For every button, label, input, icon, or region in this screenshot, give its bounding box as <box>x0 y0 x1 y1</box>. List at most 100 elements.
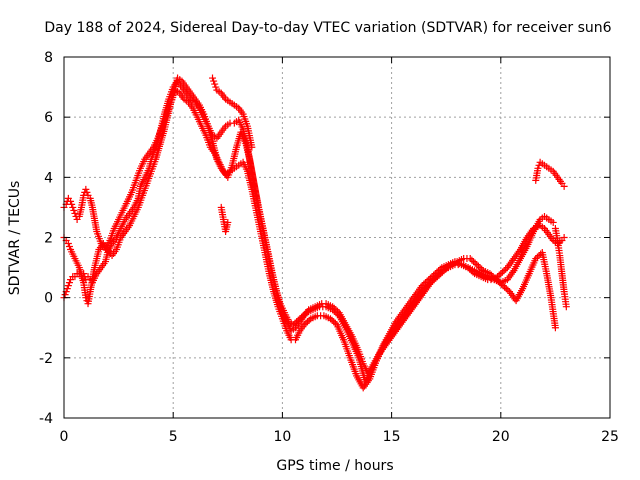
x-tick-label: 25 <box>601 429 619 445</box>
data-point <box>418 282 426 290</box>
data-point <box>500 267 508 275</box>
data-point <box>69 203 77 211</box>
data-point <box>334 310 342 318</box>
x-tick-label: 20 <box>492 429 510 445</box>
data-point <box>299 312 307 320</box>
data-point <box>476 264 484 272</box>
data-point <box>432 274 440 282</box>
series-track-4 <box>209 74 256 151</box>
x-axis-label: GPS time / hours <box>276 458 393 474</box>
data-point <box>210 77 218 85</box>
data-point <box>65 243 73 251</box>
y-tick-label: 8 <box>44 50 53 66</box>
data-point <box>294 316 302 324</box>
data-point <box>470 258 477 266</box>
data-point <box>70 206 78 214</box>
data-point <box>427 279 435 287</box>
y-tick-label: 0 <box>44 291 53 307</box>
data-point <box>494 277 502 285</box>
data-point <box>435 271 443 279</box>
data-point <box>496 279 504 287</box>
data-point <box>305 316 313 324</box>
y-tick-label: -2 <box>39 351 53 367</box>
y-tick-label: -4 <box>39 411 53 427</box>
data-point <box>304 318 312 326</box>
data-points <box>60 74 570 392</box>
x-tick-label: 10 <box>273 429 291 445</box>
data-point <box>534 164 542 172</box>
chart-title: Day 188 of 2024, Sidereal Day-to-day VTE… <box>44 20 611 36</box>
data-point <box>64 282 72 290</box>
data-point <box>445 262 453 270</box>
data-point <box>330 318 338 326</box>
data-point <box>211 80 219 88</box>
series-track-7 <box>551 224 570 311</box>
data-point <box>65 279 73 287</box>
data-point <box>562 303 570 311</box>
y-axis-label: SDTVAR / TECUs <box>7 181 23 296</box>
data-point <box>300 321 308 329</box>
data-point <box>302 319 310 327</box>
data-point <box>495 271 503 279</box>
data-point <box>489 273 497 281</box>
series-track-6 <box>532 158 568 190</box>
data-point <box>491 274 499 282</box>
y-tick-label: 6 <box>44 110 53 126</box>
data-point <box>501 283 509 291</box>
axis-ticks: 0 5 10 15 20 25 -4 -2 0 2 4 6 8 <box>39 50 619 445</box>
data-point <box>68 200 76 208</box>
data-point <box>293 318 301 326</box>
series-track-5 <box>217 203 232 235</box>
data-point <box>497 270 505 278</box>
data-point <box>532 255 540 263</box>
x-tick-label: 0 <box>60 429 69 445</box>
data-point <box>473 261 481 269</box>
data-point <box>504 286 512 294</box>
data-point <box>502 265 510 273</box>
data-point <box>440 267 448 275</box>
x-tick-label: 15 <box>383 429 401 445</box>
data-point <box>291 319 299 327</box>
data-point <box>61 291 69 299</box>
data-point <box>549 218 557 226</box>
data-point <box>471 259 479 267</box>
data-point <box>82 185 90 193</box>
data-point <box>224 218 232 226</box>
data-point <box>329 306 337 314</box>
data-point <box>212 83 220 91</box>
data-point <box>429 277 437 285</box>
data-point <box>478 265 486 273</box>
data-point <box>474 262 482 270</box>
data-point <box>466 255 474 263</box>
y-tick-label: 4 <box>44 170 53 186</box>
data-point <box>82 294 90 302</box>
data-point <box>535 252 543 260</box>
data-point <box>433 273 441 281</box>
data-point <box>560 234 568 241</box>
data-point <box>442 265 450 273</box>
y-tick-label: 2 <box>44 231 53 247</box>
data-point <box>67 197 75 205</box>
data-point <box>330 307 338 315</box>
data-point <box>502 285 510 293</box>
data-point <box>492 276 500 284</box>
data-point <box>331 319 339 327</box>
data-point <box>326 315 334 323</box>
data-point <box>497 280 505 288</box>
data-point <box>71 209 79 217</box>
data-point <box>301 310 309 318</box>
data-point <box>533 253 541 261</box>
data-point <box>560 182 568 190</box>
data-point <box>437 270 445 278</box>
data-point <box>551 324 559 332</box>
data-point <box>468 256 476 264</box>
data-point <box>289 321 297 329</box>
data-point <box>443 264 451 272</box>
data-point <box>83 188 91 196</box>
x-tick-label: 5 <box>169 429 178 445</box>
data-point <box>438 268 446 276</box>
data-point <box>64 240 72 248</box>
data-point <box>298 313 306 321</box>
